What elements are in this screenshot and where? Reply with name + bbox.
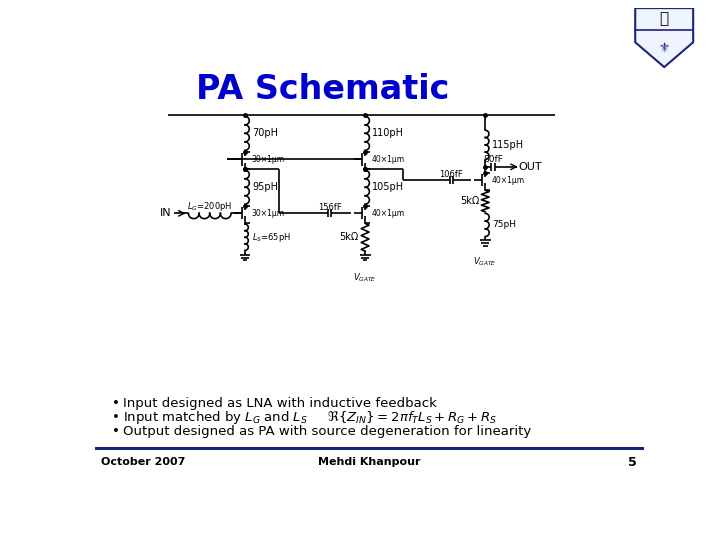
Text: Mehdi Khanpour: Mehdi Khanpour xyxy=(318,457,420,467)
Text: 5kΩ: 5kΩ xyxy=(460,196,479,206)
Text: $V_{GATE}$: $V_{GATE}$ xyxy=(474,256,497,268)
PathPatch shape xyxy=(635,8,693,67)
Text: 110pH: 110pH xyxy=(372,129,404,138)
Text: Input designed as LNA with inductive feedback: Input designed as LNA with inductive fee… xyxy=(122,397,436,410)
Text: •: • xyxy=(112,411,120,424)
Text: 106fF: 106fF xyxy=(439,170,463,179)
Text: PA Schematic: PA Schematic xyxy=(196,73,449,106)
Text: 95pH: 95pH xyxy=(252,182,278,192)
Text: 40×1μm: 40×1μm xyxy=(372,155,405,164)
Text: ⚜: ⚜ xyxy=(659,42,670,55)
Text: Output designed as PA with source degeneration for linearity: Output designed as PA with source degene… xyxy=(122,425,531,438)
Text: 75pH: 75pH xyxy=(492,220,516,230)
Text: October 2007: October 2007 xyxy=(101,457,185,467)
Text: 70pH: 70pH xyxy=(252,129,278,138)
Text: 80fF: 80fF xyxy=(483,156,503,164)
Text: IN: IN xyxy=(160,208,171,218)
Text: 105pH: 105pH xyxy=(372,182,404,192)
Text: 40×1μm: 40×1μm xyxy=(492,176,525,185)
Text: 40×1μm: 40×1μm xyxy=(372,209,405,218)
Text: OUT: OUT xyxy=(518,162,542,172)
Text: Input matched by $L_G$ and $L_S$     $\Re\{Z_{IN}\} = 2\pi f_T L_S + R_G + R_S$: Input matched by $L_G$ and $L_S$ $\Re\{Z… xyxy=(122,409,497,426)
Text: 5kΩ: 5kΩ xyxy=(340,232,359,242)
Text: •: • xyxy=(112,397,120,410)
Text: $L_G$=200pH: $L_G$=200pH xyxy=(187,200,233,213)
Text: $L_S$=65pH: $L_S$=65pH xyxy=(252,231,291,244)
Text: 30×1μm: 30×1μm xyxy=(251,155,284,164)
Text: 115pH: 115pH xyxy=(492,140,524,150)
Text: •: • xyxy=(112,425,120,438)
Text: 🌲: 🌲 xyxy=(660,11,669,26)
Text: $V_{GATE}$: $V_{GATE}$ xyxy=(354,272,377,285)
Text: 156fF: 156fF xyxy=(318,202,341,212)
Text: 30×1μm: 30×1μm xyxy=(251,209,284,218)
Text: 5: 5 xyxy=(629,456,637,469)
